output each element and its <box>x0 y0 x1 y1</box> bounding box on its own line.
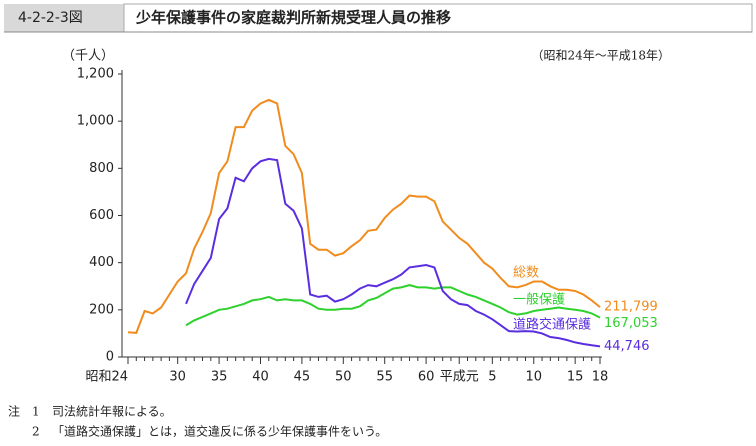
series-line <box>185 157 601 348</box>
x-tick-label: 55 <box>376 370 393 385</box>
y-tick-label: 1,000 <box>77 114 114 129</box>
y-tick-label: 0 <box>106 350 114 365</box>
y-tick-label: 400 <box>89 255 114 270</box>
x-tick-label: 50 <box>335 370 352 385</box>
x-tick-label: 18 <box>592 370 609 385</box>
x-tick-label: 45 <box>294 370 311 385</box>
x-tick-label: 40 <box>252 370 269 385</box>
x-tick-label: 平成元 <box>440 370 479 385</box>
x-tick-label: 5 <box>488 370 496 385</box>
title-box <box>123 3 753 33</box>
end-value-label: 167,053 <box>604 316 658 331</box>
x-tick-label: 昭和24 <box>85 370 128 385</box>
figure-number-box <box>4 4 124 32</box>
y-tick-label: 1,200 <box>77 67 114 82</box>
end-value-label: 44,746 <box>604 339 650 354</box>
series-line <box>185 284 601 327</box>
note-number: 2 <box>32 425 40 439</box>
x-tick-label: 35 <box>211 370 228 385</box>
series-name: 一般保護 <box>513 292 565 308</box>
subtitle: （昭和24年～平成18年） <box>531 49 670 63</box>
y-tick-label: 600 <box>89 208 114 223</box>
note-text: 「道路交通保護」とは，道交違反に係る少年保護事件をいう。 <box>52 424 387 439</box>
series-name: 道路交通保護 <box>513 317 591 333</box>
note-text: 司法統計年報による。 <box>52 404 172 419</box>
x-tick-label: 30 <box>169 370 186 385</box>
end-value-label: 211,799 <box>604 300 658 315</box>
figure-number: 4-2-2-3図 <box>18 10 83 26</box>
y-axis-unit: （千人） <box>62 49 114 64</box>
note-number: 1 <box>32 405 40 419</box>
x-tick-label: 15 <box>567 370 584 385</box>
y-tick-label: 200 <box>89 302 114 317</box>
plot: 0 200 400 600 800 1,000 1,200 昭和24 30 35 40 45 50 55 6… <box>77 67 658 385</box>
chart-title: 少年保護事件の家庭裁判所新規受理人員の推移 <box>135 9 451 27</box>
series-line <box>127 98 601 334</box>
y-tick-label: 800 <box>89 161 114 176</box>
x-tick-label: 10 <box>525 370 542 385</box>
series-name: 総数 <box>513 266 539 281</box>
notes-label: 注 <box>8 404 20 419</box>
x-tick-label: 60 <box>418 370 435 385</box>
